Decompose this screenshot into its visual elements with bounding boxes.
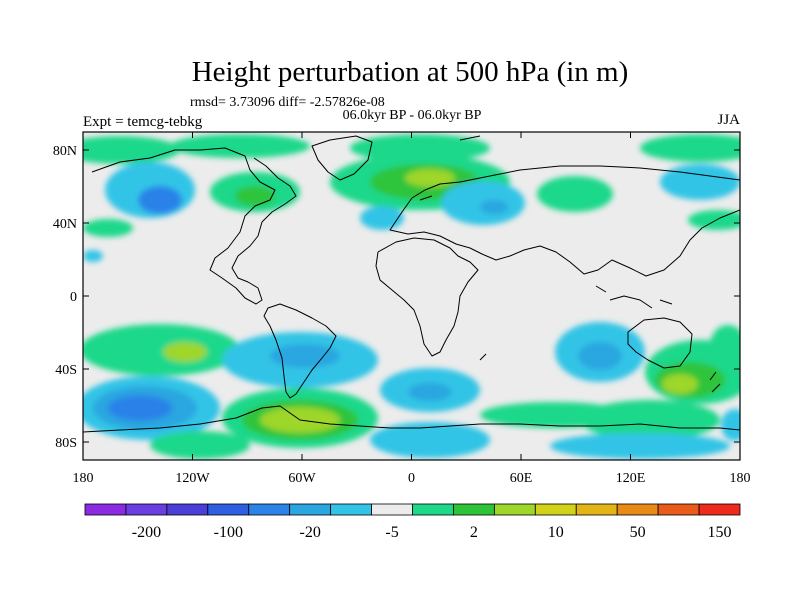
colorbar-swatch (125, 503, 168, 516)
experiment-label: Expt = temcg-tebkg (83, 114, 203, 130)
colorbar-label: 50 (630, 524, 646, 541)
lat-tick-label: 80N (53, 144, 77, 159)
colorbar-label: 2 (470, 524, 478, 541)
contour-region (662, 374, 698, 394)
contour-region (108, 395, 172, 421)
colorbar-label: -100 (214, 524, 243, 541)
colorbar-label: -20 (299, 524, 320, 541)
contour-region (150, 431, 250, 459)
map-title: Height perturbation at 500 hPa (in m) (192, 56, 629, 88)
coastline-eurasia (389, 165, 740, 277)
contour-region (83, 250, 103, 262)
contour-region (408, 383, 452, 401)
contour-region (360, 206, 404, 230)
contour-region (688, 210, 740, 230)
coastline-australia (627, 317, 693, 369)
coastline-new-zealand (709, 371, 721, 393)
colorbar-swatch (453, 503, 495, 516)
contour-region (235, 186, 275, 206)
coastline-north-america (91, 147, 297, 305)
lon-tick-label: 180 (730, 471, 751, 486)
contour-region (270, 344, 340, 368)
contour-region (710, 325, 740, 365)
stats-label: rmsd= 3.73096 diff= -2.57826e-08 (190, 95, 385, 110)
colorbar-swatch (412, 503, 454, 516)
contour-region (660, 164, 740, 200)
lat-tick-label: 40S (55, 363, 77, 378)
lat-tick-label: 80S (55, 436, 77, 451)
lon-tick-label: 120E (616, 471, 646, 486)
contour-region (721, 409, 740, 441)
lon-tick-label: 60E (510, 471, 533, 486)
colorbar: -200 -100 -20 -5 2 10 50 150 (84, 503, 741, 541)
coastline-africa (375, 237, 479, 357)
coastline-maritime (595, 285, 673, 309)
contour-region (170, 134, 310, 158)
lon-tick-label: 60W (288, 471, 316, 486)
longitude-axis: 180 120W 60W 0 60E 120E 180 (73, 132, 751, 486)
lon-tick-label: 180 (73, 471, 94, 486)
colorbar-swatch (657, 503, 700, 516)
colorbar-label: -200 (132, 524, 161, 541)
period-label: 06.0kyr BP - 06.0kyr BP (343, 108, 482, 123)
colorbar-swatch (289, 503, 332, 516)
contour-region (138, 186, 182, 214)
lon-tick-label: 120W (175, 471, 210, 486)
colorbar-swatch (330, 503, 372, 516)
lat-tick-label: 40N (53, 217, 77, 232)
colorbar-swatch (371, 503, 413, 516)
map-panel: 80N 40N 0 40S 80S 180 120W 60W 0 60E 120E 180 (53, 131, 751, 486)
lat-tick-label: 0 (70, 290, 77, 305)
coastline-islands (419, 135, 487, 361)
contour-region (83, 324, 240, 376)
coastline-antarctica (83, 405, 740, 433)
contour-fill (83, 134, 740, 459)
colorbar-label: -5 (385, 524, 398, 541)
coastline-greenland (311, 135, 373, 181)
colorbar-swatch (248, 503, 291, 516)
colorbar-swatch (84, 503, 127, 516)
colorbar-swatch (207, 503, 250, 516)
contour-region (370, 422, 490, 458)
contour-region (83, 136, 180, 164)
colorbar-swatch (534, 503, 577, 516)
contour-region (350, 134, 490, 162)
contour-region (83, 219, 133, 237)
colorbar-label: 10 (548, 524, 564, 541)
contour-region (550, 433, 730, 459)
colorbar-swatch (575, 503, 618, 516)
coastlines (83, 135, 740, 433)
colorbar-swatch (166, 503, 209, 516)
contour-region (640, 134, 740, 162)
colorbar-swatch (493, 503, 536, 516)
contour-region (405, 169, 455, 187)
contour-region (163, 342, 207, 362)
contour-region (480, 200, 508, 214)
latitude-axis: 80N 40N 0 40S 80S (53, 144, 740, 451)
contour-region (580, 400, 720, 440)
contour-region (537, 176, 613, 212)
colorbar-swatch (698, 503, 741, 516)
colorbar-swatch (616, 503, 659, 516)
contour-region (578, 342, 622, 370)
colorbar-label: 150 (708, 524, 732, 541)
season-label: JJA (717, 112, 740, 128)
lon-tick-label: 0 (408, 471, 415, 486)
coastline-south-america (263, 303, 337, 399)
